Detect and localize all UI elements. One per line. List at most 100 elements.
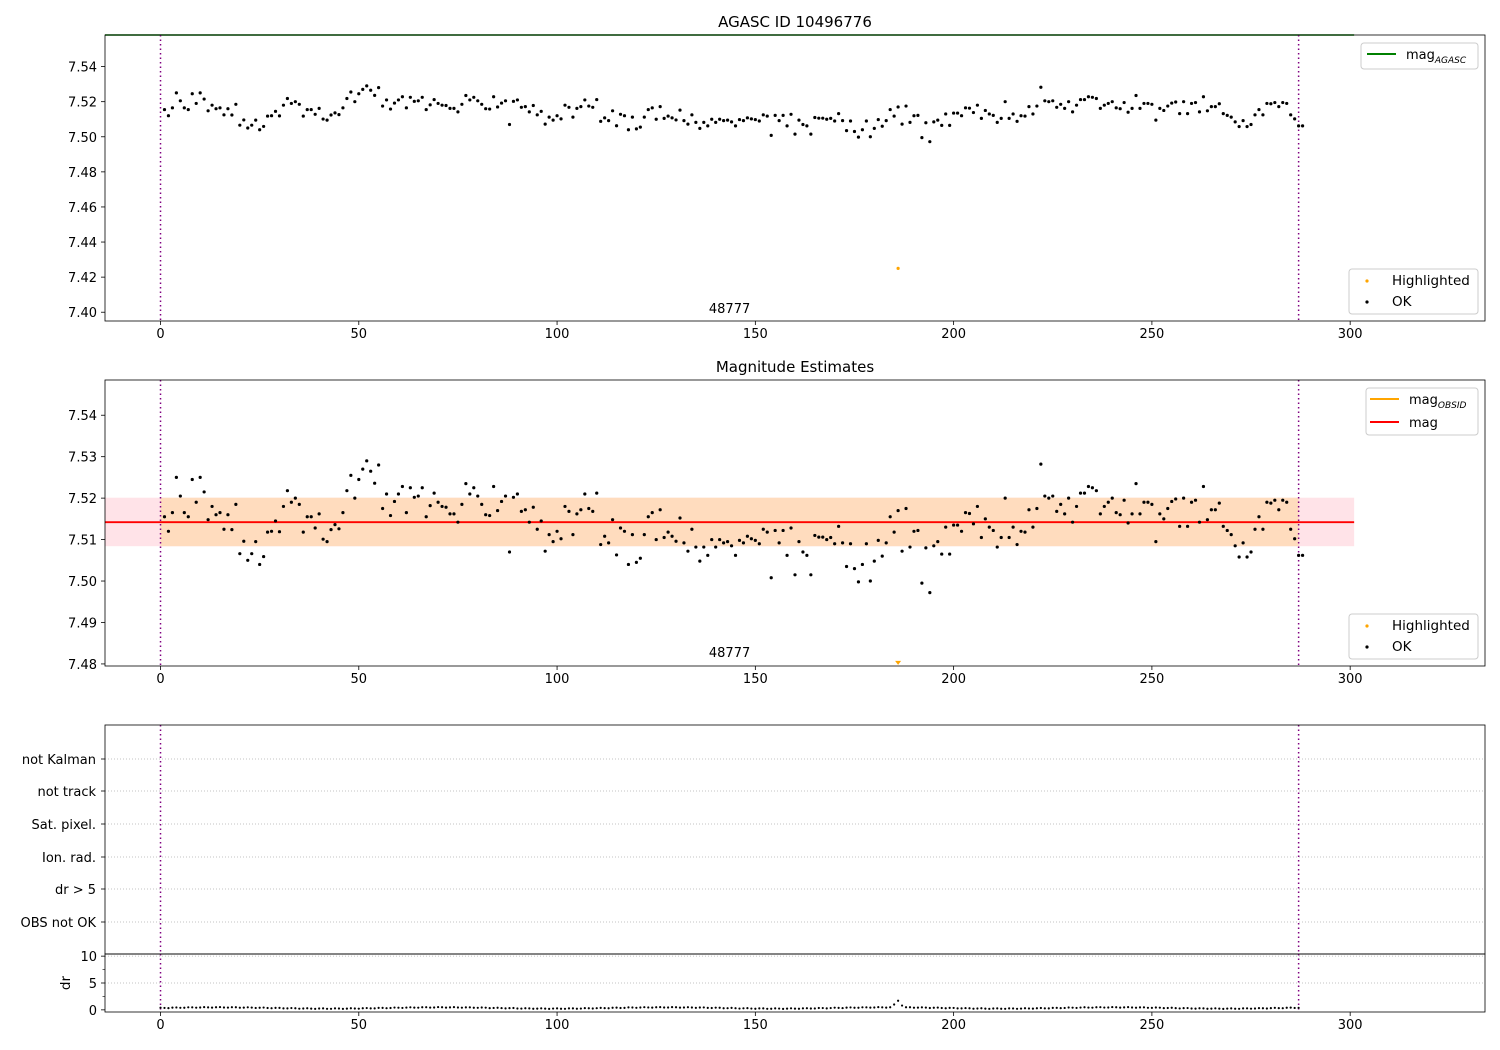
ok-point: [1221, 112, 1225, 116]
ok-point: [1142, 500, 1146, 504]
ok-point: [543, 549, 547, 553]
dr-point: [1099, 1006, 1102, 1009]
ok-point: [234, 102, 238, 106]
ok-point: [710, 117, 714, 121]
ok-point: [555, 114, 559, 118]
dr-point: [1127, 1006, 1130, 1009]
ok-point: [170, 511, 175, 515]
ok-point: [369, 469, 373, 473]
ok-point: [1055, 105, 1059, 109]
dr-point: [544, 1007, 547, 1010]
dr-point: [171, 1006, 174, 1009]
ok-point: [1027, 508, 1031, 512]
dr-point: [532, 1007, 535, 1010]
dr-point: [183, 1006, 186, 1009]
ok-point: [948, 552, 952, 556]
ok-point: [202, 97, 206, 101]
dr-point: [504, 1007, 507, 1010]
ok-point: [813, 533, 817, 538]
dr-point: [1063, 1006, 1066, 1010]
ok-point: [583, 98, 587, 102]
ok-point: [448, 106, 452, 110]
ok-point: [603, 534, 607, 538]
ok-point: [761, 527, 765, 531]
legend-ok-label: OK: [1392, 294, 1413, 310]
ok-point: [436, 101, 440, 106]
ok-point: [166, 529, 171, 533]
ok-point: [987, 525, 991, 529]
dr-point: [1019, 1007, 1023, 1010]
ok-point: [1070, 110, 1075, 114]
dr-point: [1170, 1006, 1173, 1009]
ok-point: [912, 529, 916, 533]
ok-point: [555, 529, 559, 533]
ok-point: [531, 505, 535, 509]
dr-point: [433, 1006, 436, 1009]
ok-point: [967, 511, 972, 516]
ok-point: [333, 523, 337, 527]
ok-point: [1110, 496, 1114, 500]
ok-point: [666, 530, 670, 534]
ok-point: [952, 523, 956, 527]
dr-point: [1226, 1007, 1229, 1010]
ok-point: [955, 111, 960, 115]
dr-point: [615, 1006, 618, 1009]
ok-point: [1154, 540, 1158, 544]
ok-point: [448, 512, 452, 516]
dr-point: [1051, 1006, 1054, 1009]
ok-point: [1130, 512, 1134, 516]
dr-point: [797, 1007, 801, 1010]
dr-point: [456, 1006, 460, 1009]
ok-point: [297, 502, 301, 506]
ok-point: [1289, 527, 1293, 531]
ok-point: [436, 500, 440, 504]
ok-point: [222, 113, 226, 117]
dr-point: [813, 1007, 816, 1010]
ok-point: [345, 96, 349, 101]
dr-point: [1067, 1006, 1070, 1009]
ok-point: [353, 100, 357, 104]
ok-point: [392, 499, 397, 504]
ok-point: [595, 491, 599, 495]
ok-point: [190, 477, 194, 482]
magnitude-line-legend: magOBSID mag: [1365, 387, 1479, 436]
ok-point: [499, 499, 504, 504]
ok-point: [1249, 550, 1253, 554]
dr-point: [345, 1007, 348, 1010]
ok-point: [1265, 500, 1269, 504]
dr-point: [238, 1006, 241, 1009]
ok-point: [837, 112, 841, 116]
ok-point: [182, 511, 186, 515]
dr-point: [1198, 1007, 1201, 1010]
dr-point: [440, 1006, 444, 1009]
ok-point: [952, 111, 956, 115]
ok-point: [400, 484, 405, 489]
dr-point: [1008, 1007, 1011, 1010]
ok-point: [1118, 513, 1122, 517]
obsid-label: 48777: [709, 302, 750, 317]
ok-point: [1055, 509, 1059, 513]
ok-point: [1249, 122, 1253, 127]
ok-point: [357, 477, 361, 482]
dr-point: [964, 1006, 967, 1010]
ok-point: [464, 93, 468, 98]
dr-point: [1249, 1007, 1253, 1010]
dr-point: [262, 1006, 265, 1009]
dr-point: [829, 1006, 832, 1010]
dr-point: [1234, 1007, 1237, 1010]
ok-point: [844, 129, 849, 133]
dr-point: [1218, 1007, 1221, 1010]
ok-point: [1150, 502, 1154, 506]
y-tick-label: 7.54: [68, 409, 97, 424]
dr-point: [199, 1006, 202, 1009]
ok-point: [452, 512, 456, 516]
ok-point: [301, 114, 305, 118]
ok-point: [1082, 97, 1087, 102]
ok-point: [1293, 537, 1297, 541]
ok-point: [733, 553, 738, 557]
dr-point: [365, 1006, 368, 1010]
ok-point: [464, 482, 468, 486]
dr-point: [310, 1007, 313, 1010]
ok-point: [210, 103, 214, 107]
dr-point: [647, 1006, 650, 1009]
